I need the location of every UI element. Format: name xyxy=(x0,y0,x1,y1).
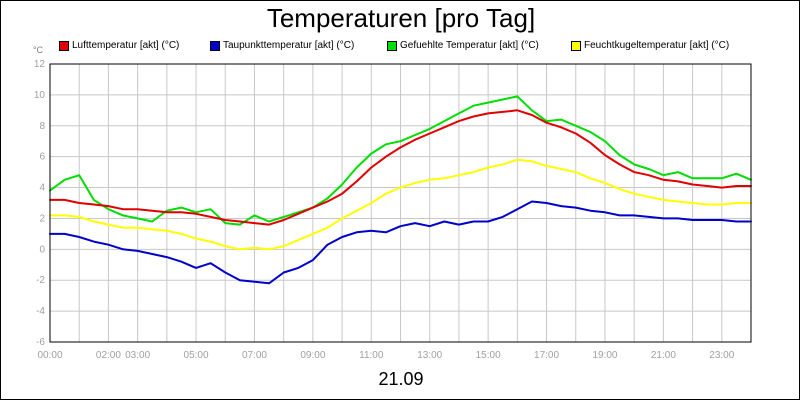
legend-swatch xyxy=(210,41,220,51)
y-tick-label: -4 xyxy=(36,306,45,317)
series-line xyxy=(49,109,752,226)
x-tick-label: 19:00 xyxy=(592,350,617,361)
x-tick-label: 11:00 xyxy=(359,350,384,361)
x-tick-label: 09:00 xyxy=(300,350,325,361)
x-axis-label: 21.09 xyxy=(378,369,424,389)
y-tick-label: 6 xyxy=(39,152,45,163)
legend-swatch xyxy=(59,41,69,51)
series-line xyxy=(49,200,752,285)
y-tick-label: 10 xyxy=(34,90,46,101)
x-tick-label: 15:00 xyxy=(476,350,501,361)
plot-border xyxy=(49,63,752,343)
y-tick-label: -6 xyxy=(36,337,45,348)
legend-label: Gefuehlte Temperatur [akt] (°C) xyxy=(400,40,539,51)
legend-label: Lufttemperatur [akt] (°C) xyxy=(72,40,180,51)
x-tick-label: 17:00 xyxy=(534,350,559,361)
legend-label: Taupunkttemperatur [akt] (°C) xyxy=(223,40,355,51)
y-axis-label: °C xyxy=(33,45,44,55)
x-tick-label: 05:00 xyxy=(184,350,209,361)
legend-label: Feuchtkugeltemperatur [akt] (°C) xyxy=(584,40,730,51)
chart-title: Temperaturen [pro Tag] xyxy=(266,3,536,33)
x-tick-label: 03:00 xyxy=(125,350,150,361)
y-tick-label: 2 xyxy=(39,213,45,224)
y-tick-label: -2 xyxy=(36,275,45,286)
x-tick-label: 07:00 xyxy=(242,350,267,361)
series-line xyxy=(49,158,752,251)
x-tick-label: 02:00 xyxy=(96,350,121,361)
legend-swatch xyxy=(387,41,397,51)
y-tick-label: 4 xyxy=(39,183,45,194)
series-line xyxy=(49,95,752,226)
legend-swatch xyxy=(571,41,581,51)
x-tick-label: 21:00 xyxy=(651,350,676,361)
y-tick-label: 0 xyxy=(39,244,45,255)
y-tick-label: 12 xyxy=(34,59,46,70)
x-tick-label: 00:00 xyxy=(37,350,62,361)
x-tick-label: 23:00 xyxy=(709,350,734,361)
y-tick-label: 8 xyxy=(39,121,45,132)
x-tick-label: 13:00 xyxy=(417,350,442,361)
